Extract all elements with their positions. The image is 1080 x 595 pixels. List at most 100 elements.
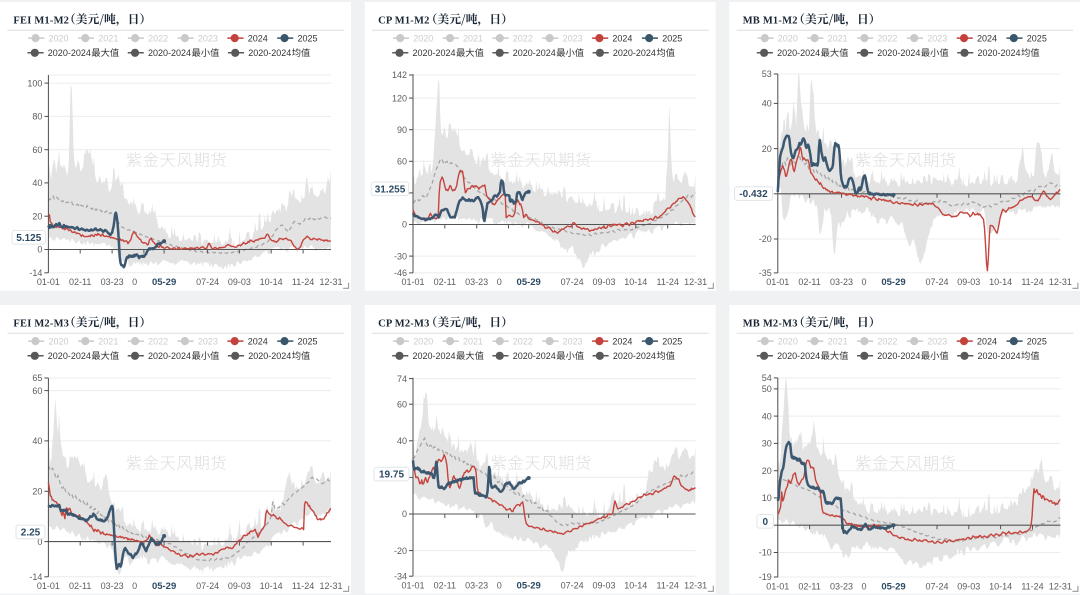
svg-text:2021: 2021	[828, 33, 848, 43]
svg-text:2023: 2023	[927, 33, 947, 43]
svg-text:2025: 2025	[1027, 336, 1047, 346]
svg-text:142: 142	[392, 70, 407, 80]
svg-text:05-29: 05-29	[881, 581, 905, 592]
svg-text:2020: 2020	[49, 336, 69, 346]
svg-text:01-01: 01-01	[401, 581, 424, 591]
svg-text:2021: 2021	[828, 336, 848, 346]
svg-text:2020-2024: 2020-2024	[613, 48, 656, 58]
svg-text:0: 0	[861, 581, 866, 591]
svg-text:-34: -34	[394, 571, 407, 581]
svg-text:2025: 2025	[298, 33, 318, 43]
svg-text:-14: -14	[29, 572, 42, 582]
svg-text:2024: 2024	[612, 336, 632, 346]
svg-text:2020: 2020	[778, 33, 798, 43]
svg-text:2024: 2024	[248, 336, 268, 346]
svg-text:2025: 2025	[298, 336, 318, 346]
svg-text:2022: 2022	[513, 336, 533, 346]
svg-text:11-24: 11-24	[657, 277, 679, 287]
svg-text:09-03: 09-03	[957, 277, 980, 287]
svg-text:40: 40	[32, 436, 42, 446]
svg-text:60: 60	[32, 145, 42, 155]
svg-text:2022: 2022	[513, 33, 533, 43]
svg-text:54: 54	[762, 373, 772, 383]
svg-text:-20: -20	[759, 234, 772, 244]
svg-text:40: 40	[762, 99, 772, 109]
svg-text:0: 0	[402, 509, 407, 519]
svg-text:0: 0	[497, 581, 502, 591]
svg-text:0: 0	[497, 277, 502, 287]
svg-text:65: 65	[32, 373, 42, 383]
svg-text:2022: 2022	[148, 33, 168, 43]
svg-text:09-03: 09-03	[592, 277, 615, 287]
svg-text:10-14: 10-14	[989, 581, 1012, 591]
svg-text:12-31: 12-31	[1049, 277, 1072, 287]
svg-text:01-01: 01-01	[766, 277, 789, 287]
svg-text:2024: 2024	[977, 336, 997, 346]
svg-text:2021: 2021	[98, 33, 118, 43]
svg-text:2024: 2024	[248, 33, 268, 43]
svg-text:80: 80	[32, 112, 42, 122]
svg-text:09-03: 09-03	[228, 277, 251, 287]
svg-text:10-14: 10-14	[624, 581, 647, 591]
svg-text:05-29: 05-29	[881, 277, 905, 288]
svg-text:09-03: 09-03	[957, 581, 980, 591]
svg-text:12-31: 12-31	[684, 581, 707, 591]
svg-text:40: 40	[397, 436, 407, 446]
svg-text:MB M2-M3: MB M2-M3	[743, 318, 798, 329]
svg-text:2020-2024: 2020-2024	[877, 351, 920, 361]
svg-text:2020-2024: 2020-2024	[413, 351, 456, 361]
svg-text:20: 20	[32, 487, 42, 497]
svg-text:0: 0	[132, 277, 137, 287]
svg-text:20: 20	[32, 211, 42, 221]
svg-text:2025: 2025	[662, 33, 682, 43]
svg-text:03-23: 03-23	[465, 581, 488, 591]
svg-text:2020-2024: 2020-2024	[978, 48, 1021, 58]
svg-text:2020-2024: 2020-2024	[777, 48, 820, 58]
svg-text:74: 74	[397, 374, 407, 384]
svg-text:03-23: 03-23	[830, 581, 853, 591]
svg-text:02-11: 02-11	[434, 277, 456, 287]
svg-text:11-24: 11-24	[1021, 277, 1043, 287]
svg-text:10-14: 10-14	[260, 581, 283, 591]
svg-text:-30: -30	[394, 251, 407, 261]
svg-text:2020: 2020	[778, 336, 798, 346]
svg-text:-10: -10	[759, 548, 772, 558]
svg-text:03-23: 03-23	[101, 581, 124, 591]
svg-text:2020-2024: 2020-2024	[248, 351, 291, 361]
svg-text:2020-2024: 2020-2024	[48, 48, 91, 58]
svg-text:2023: 2023	[198, 336, 218, 346]
svg-text:53: 53	[762, 69, 772, 79]
svg-text:03-23: 03-23	[101, 277, 124, 287]
svg-text:07-24: 07-24	[196, 277, 219, 287]
svg-text:09-03: 09-03	[228, 581, 251, 591]
svg-text:60: 60	[32, 386, 42, 396]
svg-text:2024: 2024	[612, 33, 632, 43]
svg-text:12-31: 12-31	[1049, 581, 1072, 591]
svg-text:-35: -35	[759, 268, 772, 278]
svg-text:2022: 2022	[877, 33, 897, 43]
svg-text:0: 0	[861, 277, 866, 287]
svg-text:-19: -19	[759, 572, 772, 582]
svg-text:0: 0	[37, 245, 42, 255]
svg-text:MB M1-M2: MB M1-M2	[743, 15, 798, 26]
svg-text:2022: 2022	[877, 336, 897, 346]
svg-text:-46: -46	[394, 268, 407, 278]
svg-text:FEI M2-M3: FEI M2-M3	[13, 318, 69, 329]
svg-text:19.75: 19.75	[379, 470, 404, 481]
svg-text:03-23: 03-23	[830, 277, 853, 287]
svg-text:20: 20	[762, 466, 772, 476]
svg-text:2020-2024: 2020-2024	[248, 48, 291, 58]
svg-text:2020: 2020	[413, 33, 433, 43]
svg-text:12-31: 12-31	[319, 581, 342, 591]
svg-text:5.125: 5.125	[16, 233, 41, 244]
svg-text:100: 100	[27, 78, 42, 88]
svg-text:05-29: 05-29	[517, 277, 541, 288]
svg-text:2025: 2025	[662, 336, 682, 346]
svg-text:2023: 2023	[198, 33, 218, 43]
svg-text:01-01: 01-01	[766, 581, 789, 591]
svg-text:2025: 2025	[1027, 33, 1047, 43]
svg-text:07-24: 07-24	[925, 581, 948, 591]
svg-text:31.255: 31.255	[375, 184, 406, 195]
svg-text:2020-2024: 2020-2024	[148, 48, 191, 58]
svg-text:2023: 2023	[563, 336, 583, 346]
